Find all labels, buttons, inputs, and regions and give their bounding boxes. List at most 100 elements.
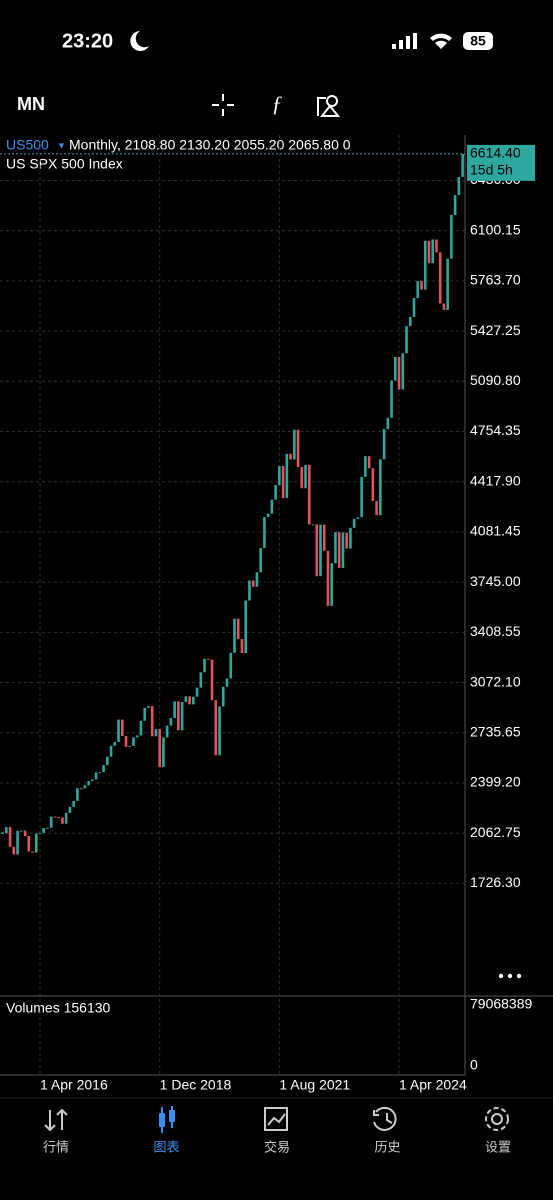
candle-body: [431, 239, 434, 264]
candle-body: [345, 532, 348, 549]
candle-body: [135, 735, 139, 738]
nav-item[interactable]: 图表: [153, 1139, 179, 1154]
candle-body: [330, 563, 334, 606]
wifi-icon: [430, 33, 452, 49]
candle-body: [221, 686, 225, 707]
candle-body: [34, 833, 38, 853]
candle-body: [420, 281, 423, 290]
candle-body: [79, 788, 83, 790]
candle-body: [360, 476, 363, 518]
chart-layer: 6436.006100.155763.705427.255090.804754.…: [0, 135, 535, 1093]
candle-body: [281, 466, 285, 499]
y-tick-label: 1726.30: [470, 874, 521, 890]
candle-body: [266, 513, 270, 518]
candle-body: [244, 600, 247, 654]
candle-body: [199, 672, 203, 688]
candle-body: [64, 812, 68, 824]
x-tick-label: 1 Dec 2018: [160, 1077, 232, 1093]
candle-body: [102, 765, 105, 773]
y-tick-label: 3408.55: [470, 623, 521, 639]
battery-level: 85: [470, 33, 486, 49]
candle-body: [139, 720, 143, 736]
candle-body: [68, 806, 72, 813]
candle-body: [341, 532, 345, 568]
candle-body: [31, 851, 34, 853]
candle-body: [236, 618, 240, 640]
signal-icon: [392, 33, 417, 49]
candle-body: [173, 701, 176, 719]
y-tick-label: 3745.00: [470, 573, 521, 589]
candle-body: [147, 706, 150, 708]
candle-body: [394, 356, 397, 381]
nav-icons: [44, 1106, 509, 1132]
candle-body: [255, 572, 259, 587]
candle-body: [337, 532, 341, 568]
objects-button[interactable]: [317, 95, 341, 117]
candle-body: [210, 659, 214, 701]
candle-body: [184, 696, 188, 702]
candle-body: [192, 696, 195, 705]
candle-body: [94, 772, 98, 780]
candle-body: [124, 736, 128, 747]
candle-body: [274, 485, 277, 500]
candle-body: [16, 830, 19, 855]
symbol-dropdown[interactable]: ▼: [57, 140, 66, 150]
candle-body: [42, 828, 46, 833]
candle-body: [203, 658, 206, 673]
candle-body: [91, 779, 94, 782]
candle-body: [53, 816, 57, 818]
candle-body: [461, 153, 464, 177]
candle-body: [356, 517, 360, 519]
x-tick-label: 1 Aug 2021: [279, 1077, 350, 1093]
x-tick-label: 1 Apr 2016: [40, 1077, 108, 1093]
status-time: 23:20: [62, 30, 113, 52]
moon-icon: [130, 31, 149, 51]
more-button[interactable]: [498, 973, 522, 979]
y-tick-label: 5090.80: [470, 372, 521, 388]
y-tick-label: 4081.45: [470, 523, 521, 539]
candle-body: [412, 298, 416, 317]
candle-body: [319, 524, 322, 577]
nav-item[interactable]: 交易: [264, 1139, 290, 1154]
candle-body: [352, 518, 356, 528]
candle-body: [109, 745, 113, 757]
volume-label: Volumes 156130: [6, 1000, 111, 1016]
last-price-tag: [467, 144, 535, 181]
candle-body: [23, 830, 27, 836]
candle-body: [270, 499, 274, 514]
candle-body: [143, 707, 147, 721]
candle-body: [382, 429, 386, 460]
crosshair-button[interactable]: [212, 94, 234, 116]
candle-body: [367, 456, 371, 469]
symbol[interactable]: US500: [6, 137, 49, 153]
candle-body: [180, 701, 184, 731]
candle-body: [12, 846, 16, 855]
candle-body: [322, 524, 326, 551]
candle-body: [453, 194, 457, 215]
y-tick-label: 2062.75: [470, 824, 521, 840]
candle-body: [379, 459, 382, 516]
battery-icon: [463, 32, 493, 50]
candle-body: [117, 719, 120, 742]
candle-body: [225, 678, 229, 687]
nav-item[interactable]: 行情: [43, 1139, 69, 1154]
candle-body: [46, 827, 49, 829]
candle-body: [278, 466, 281, 486]
candle-body: [207, 658, 210, 660]
candle-body: [98, 772, 102, 774]
nav-item[interactable]: 设置: [485, 1139, 511, 1154]
y-tick-label: 6100.15: [470, 221, 521, 237]
candle-body: [296, 429, 300, 468]
candle-body: [450, 214, 453, 259]
indicators-button[interactable]: ƒ: [272, 91, 283, 116]
nav-item[interactable]: 历史: [374, 1139, 400, 1154]
candle-body: [162, 737, 165, 767]
last-price-label: 6614.40: [470, 145, 521, 161]
candle-body: [293, 429, 296, 460]
candle-body: [349, 527, 352, 549]
candle-body: [326, 550, 330, 606]
candle-body: [408, 316, 412, 327]
timeframe-button[interactable]: MN: [17, 94, 45, 114]
